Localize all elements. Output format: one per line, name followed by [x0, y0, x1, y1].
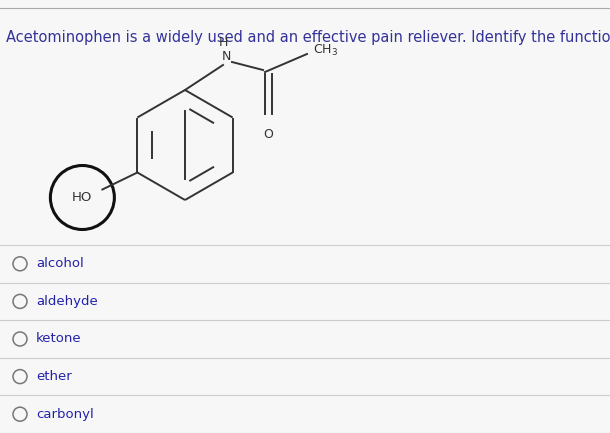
- Text: aldehyde: aldehyde: [36, 295, 98, 308]
- Text: H: H: [218, 36, 228, 48]
- Text: N: N: [221, 49, 231, 62]
- Text: Acetominophen is a widely used and an effective pain reliever. Identify the func: Acetominophen is a widely used and an ef…: [6, 30, 610, 45]
- Text: HO: HO: [72, 191, 93, 204]
- Text: alcohol: alcohol: [36, 257, 84, 270]
- Text: ketone: ketone: [36, 333, 82, 346]
- Text: O: O: [263, 128, 273, 141]
- Text: carbonyl: carbonyl: [36, 408, 94, 421]
- Text: ether: ether: [36, 370, 72, 383]
- Text: CH$_3$: CH$_3$: [313, 42, 338, 58]
